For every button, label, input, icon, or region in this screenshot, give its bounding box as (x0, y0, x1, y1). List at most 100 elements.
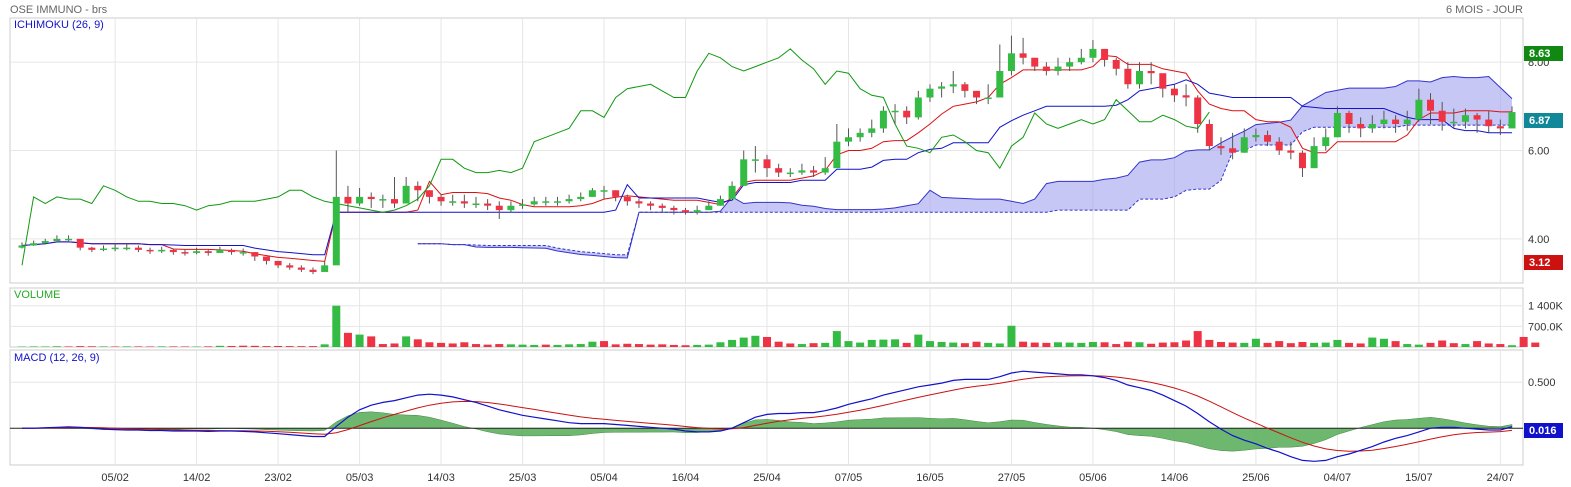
candle-body (1322, 137, 1330, 147)
volume-bar (1228, 342, 1237, 347)
candle-body (76, 238, 84, 248)
candle-body (1461, 115, 1469, 122)
candle-body (1124, 68, 1132, 85)
volume-bar (378, 344, 387, 347)
candle-body (821, 168, 829, 173)
volume-bar (949, 342, 958, 347)
candle-body (844, 137, 852, 142)
candle-body (344, 196, 352, 204)
current-price-label: 6.87 (1529, 115, 1550, 127)
candle-body (961, 84, 969, 91)
volume-bar (227, 345, 236, 347)
volume-bar (1193, 331, 1202, 347)
candle-body (228, 249, 236, 253)
volume-bar (914, 334, 923, 347)
macd-signal-line (22, 375, 1513, 452)
volume-bar (1286, 343, 1295, 347)
kijun-sen (21, 79, 1512, 256)
y-tick-label: 1 400K (1528, 301, 1564, 313)
volume-bar (809, 343, 818, 347)
volume-bar (1263, 342, 1272, 347)
volume-bar (1449, 343, 1458, 347)
volume-bar (157, 346, 166, 347)
volume-bar (332, 305, 341, 347)
candle-body (1007, 53, 1015, 71)
candle-body (693, 210, 701, 213)
volume-bar (1240, 342, 1249, 347)
candle-body (181, 252, 189, 254)
volume-bar (902, 342, 911, 347)
volume-bar (413, 339, 422, 347)
candle-body (1496, 126, 1504, 129)
high-marker-badge (1524, 46, 1563, 61)
volume-bar (180, 346, 189, 347)
candle-body (914, 97, 922, 118)
volume-bar (937, 341, 946, 347)
chikou-span (21, 48, 1210, 266)
x-tick-label: 14/06 (1161, 472, 1189, 484)
volume-bar (437, 342, 446, 347)
candle-body (1170, 88, 1178, 96)
candle-body (1089, 48, 1097, 58)
volume-bar (797, 344, 806, 347)
candle-body (542, 201, 550, 203)
candle-body (763, 159, 771, 169)
volume-bar (995, 343, 1004, 347)
volume-bar (891, 339, 900, 347)
low-marker-badge (1524, 255, 1563, 270)
candle-body (297, 267, 305, 270)
macd-value-badge (1524, 423, 1563, 438)
candle-body (949, 84, 957, 87)
volume-bar (1019, 341, 1028, 347)
candle-body (798, 170, 806, 173)
volume-bar (1042, 342, 1051, 347)
volume-bar (1379, 338, 1388, 347)
candle-body (775, 168, 783, 173)
volume-bar (588, 341, 597, 347)
volume-bar (1251, 338, 1260, 347)
candle-body (984, 97, 992, 99)
x-tick-label: 27/05 (998, 472, 1026, 484)
period-label: 6 MOIS - JOUR (1446, 4, 1523, 16)
candle-body (274, 260, 282, 266)
volume-bar (1298, 341, 1307, 347)
candle-body (1042, 66, 1050, 71)
candle-body (216, 249, 224, 253)
volume-bar (1088, 341, 1097, 347)
volume-bar (1007, 325, 1016, 347)
volume-bar (250, 345, 259, 347)
macd-histogram (22, 411, 1513, 452)
candle-body (472, 203, 480, 205)
volume-bar (1182, 340, 1191, 347)
candle-body (367, 196, 375, 200)
low-marker-label: 3.12 (1529, 257, 1550, 269)
x-tick-label: 14/03 (427, 472, 455, 484)
volume-bar (495, 344, 504, 347)
candle-body (321, 265, 329, 272)
candle-body (903, 110, 911, 118)
x-tick-label: 25/04 (753, 472, 781, 484)
volume-bar (972, 341, 981, 347)
candle-body (123, 247, 131, 250)
volume-bar (1135, 342, 1144, 347)
candle-body (356, 196, 364, 204)
volume-bar (355, 334, 364, 347)
candle-body (973, 90, 981, 98)
volume-bar (76, 346, 85, 347)
volume-bar (274, 345, 283, 347)
candle-body (41, 241, 49, 244)
candle-body (996, 71, 1004, 98)
candle-body (1485, 119, 1493, 127)
macd-value-label: 0.016 (1529, 425, 1557, 437)
candle-body (647, 203, 655, 206)
ichimoku-cloud (417, 75, 1513, 259)
candle-body (879, 110, 887, 129)
candle-body (134, 247, 142, 250)
candle-body (891, 110, 899, 113)
candle-body (1252, 135, 1260, 138)
volume-bar (52, 346, 61, 347)
volume-bar (471, 344, 480, 347)
candle-body (716, 199, 724, 206)
y-tick-label: 6.00 (1528, 146, 1549, 158)
candle-body (1054, 66, 1062, 71)
